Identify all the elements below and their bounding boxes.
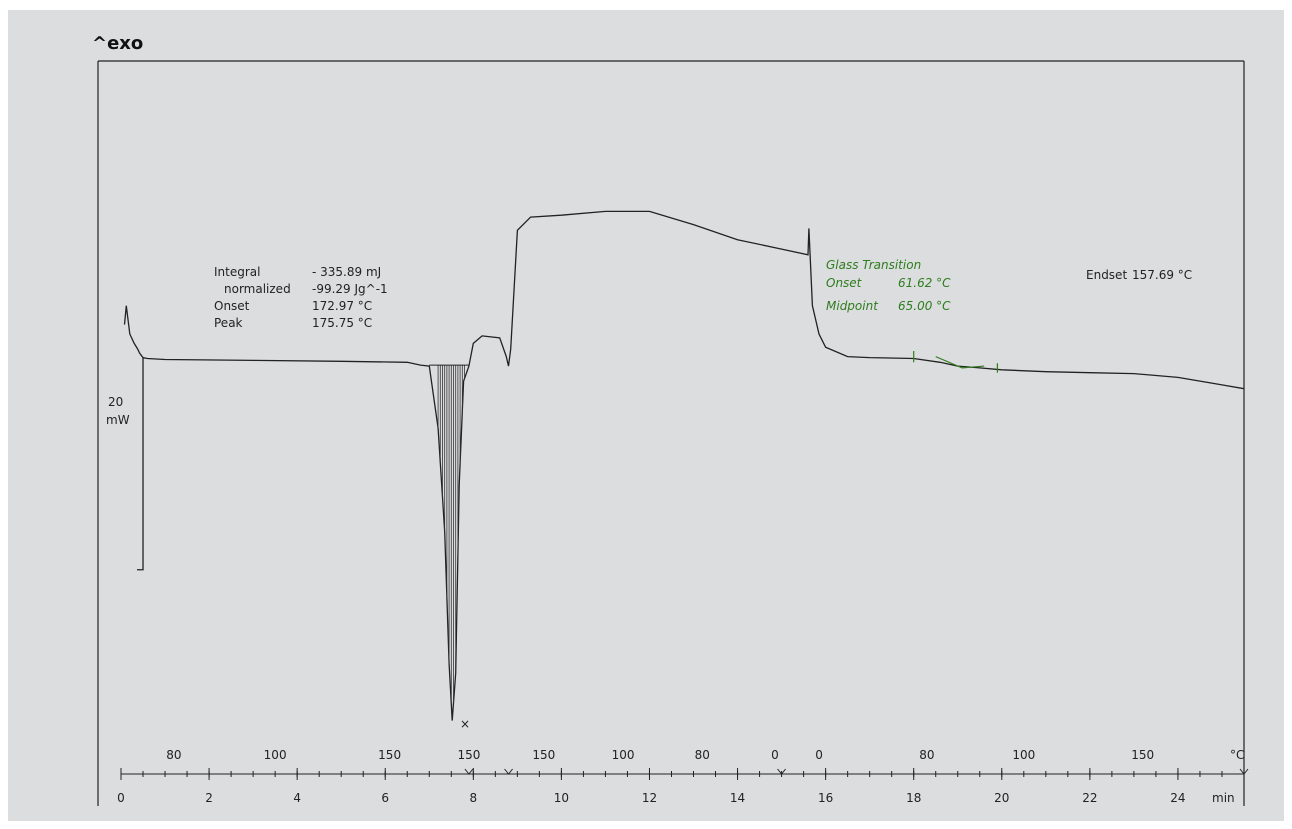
glass-onset-label: Onset bbox=[826, 276, 863, 290]
normalized-value: -99.29 Jg^-1 bbox=[312, 282, 388, 296]
x-tick-label: 22 bbox=[1082, 791, 1097, 805]
glass-transition-title: Glass Transition bbox=[826, 258, 921, 272]
integral-value: - 335.89 mJ bbox=[312, 265, 381, 279]
x-tick-label: 20 bbox=[994, 791, 1009, 805]
x-tick-label: 18 bbox=[906, 791, 921, 805]
temperature-label: 80 bbox=[695, 748, 710, 762]
x-tick-label: 16 bbox=[818, 791, 833, 805]
temperature-unit-label: °C bbox=[1230, 748, 1244, 762]
onset-label: Onset bbox=[214, 299, 250, 313]
temperature-label: 150 bbox=[1131, 748, 1154, 762]
temperature-label: 150 bbox=[532, 748, 555, 762]
glass-midpoint-label: Midpoint bbox=[826, 299, 879, 313]
temperature-labels: 80 100 150 150 150 100 80 0 0 80 100 150 bbox=[166, 748, 1154, 762]
x-tick-label: 6 bbox=[381, 791, 389, 805]
peak-marker: × bbox=[460, 717, 470, 731]
x-major-ticks bbox=[120, 768, 1249, 780]
chart-panel: ^exo 20 mW 0 2 4 6 8 10 12 14 16 18 20 22 24 min 80 1… bbox=[8, 10, 1284, 821]
x-tick-label: 12 bbox=[642, 791, 657, 805]
y-scale-value: 20 bbox=[108, 395, 123, 409]
initial-drop-line bbox=[137, 357, 144, 571]
integral-hatch bbox=[429, 364, 469, 705]
x-tick-label: 4 bbox=[293, 791, 301, 805]
segment-marker bbox=[504, 768, 513, 775]
dsc-curve bbox=[123, 210, 1245, 721]
x-tick-label: 14 bbox=[730, 791, 745, 805]
glass-onset-value: 61.62 °C bbox=[898, 276, 951, 290]
segment-marker bbox=[777, 768, 786, 775]
temperature-label: 150 bbox=[378, 748, 401, 762]
temperature-label: 80 bbox=[166, 748, 181, 762]
y-scale-unit: mW bbox=[106, 413, 130, 427]
temperature-label: 150 bbox=[457, 748, 480, 762]
temperature-label: 100 bbox=[264, 748, 287, 762]
integral-label: Integral bbox=[214, 265, 260, 279]
endset-value: 157.69 °C bbox=[1132, 268, 1192, 282]
temperature-label: 0 bbox=[771, 748, 779, 762]
segment-marker bbox=[1239, 768, 1249, 775]
dsc-chart: ^exo 20 mW 0 2 4 6 8 10 12 14 16 18 20 22 24 min 80 1… bbox=[92, 33, 1249, 806]
x-tick-label: 0 bbox=[117, 791, 125, 805]
x-unit-label: min bbox=[1212, 791, 1235, 805]
x-tick-label: 24 bbox=[1170, 791, 1185, 805]
x-tick-labels: 0 2 4 6 8 10 12 14 16 18 20 22 24 bbox=[117, 791, 1185, 805]
peak-label: Peak bbox=[214, 316, 243, 330]
segment-marker bbox=[464, 768, 474, 775]
x-tick-label: 10 bbox=[554, 791, 569, 805]
onset-value: 172.97 °C bbox=[312, 299, 372, 313]
temperature-label: 100 bbox=[1012, 748, 1035, 762]
x-tick-label: 8 bbox=[469, 791, 477, 805]
glass-midpoint-value: 65.00 °C bbox=[898, 299, 951, 313]
endset-label: Endset bbox=[1086, 268, 1127, 282]
peak-value: 175.75 °C bbox=[312, 316, 372, 330]
glass-tangent bbox=[935, 356, 985, 369]
glass-transition-marks bbox=[913, 350, 998, 373]
x-tick-label: 2 bbox=[205, 791, 213, 805]
normalized-label: normalized bbox=[224, 282, 291, 296]
chart-title: ^exo bbox=[92, 33, 143, 54]
temperature-label: 0 bbox=[815, 748, 823, 762]
temperature-label: 100 bbox=[612, 748, 635, 762]
temperature-label: 80 bbox=[919, 748, 934, 762]
